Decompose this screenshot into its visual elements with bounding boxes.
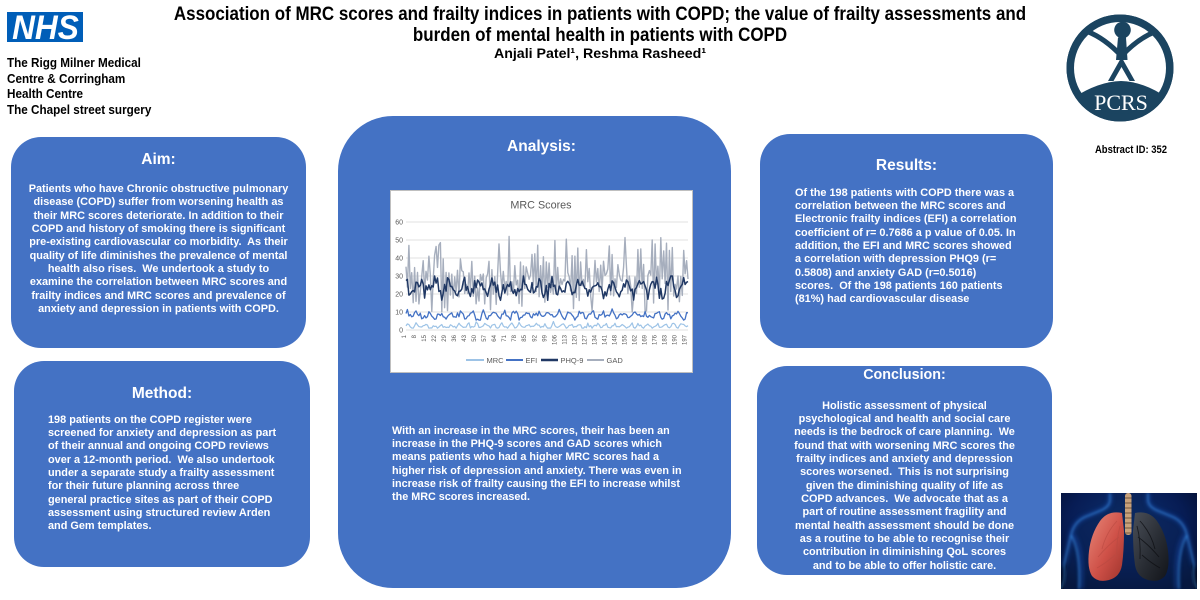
svg-text:78: 78 <box>512 334 518 341</box>
svg-text:8: 8 <box>412 334 418 338</box>
svg-text:43: 43 <box>462 334 468 341</box>
svg-text:113: 113 <box>562 334 568 344</box>
svg-text:57: 57 <box>482 334 488 341</box>
svg-text:MRC Scores: MRC Scores <box>510 200 572 212</box>
svg-text:99: 99 <box>542 334 548 341</box>
svg-text:106: 106 <box>552 334 558 345</box>
svg-text:176: 176 <box>653 334 659 345</box>
svg-text:127: 127 <box>582 334 588 345</box>
svg-text:20: 20 <box>395 292 403 299</box>
svg-text:PCRS: PCRS <box>1094 90 1148 115</box>
svg-text:155: 155 <box>622 334 628 345</box>
svg-text:50: 50 <box>395 238 403 245</box>
svg-text:50: 50 <box>472 334 478 341</box>
svg-text:148: 148 <box>612 334 618 345</box>
svg-text:36: 36 <box>452 334 458 341</box>
svg-text:162: 162 <box>633 334 639 345</box>
svg-text:40: 40 <box>395 256 403 263</box>
svg-text:NHS: NHS <box>12 12 79 42</box>
svg-text:197: 197 <box>683 334 689 345</box>
svg-text:141: 141 <box>602 334 608 345</box>
svg-text:134: 134 <box>592 334 598 345</box>
svg-text:22: 22 <box>432 334 438 341</box>
svg-text:85: 85 <box>522 334 528 341</box>
svg-text:60: 60 <box>395 220 403 227</box>
svg-text:GAD: GAD <box>607 356 624 365</box>
svg-text:EFI: EFI <box>526 356 538 365</box>
svg-text:64: 64 <box>492 334 498 341</box>
svg-text:10: 10 <box>395 310 403 317</box>
svg-text:29: 29 <box>442 334 448 341</box>
svg-text:71: 71 <box>502 334 508 341</box>
svg-text:0: 0 <box>399 328 403 335</box>
svg-text:PHQ-9: PHQ-9 <box>561 356 584 365</box>
svg-text:92: 92 <box>532 334 538 341</box>
svg-text:30: 30 <box>395 274 403 281</box>
svg-text:169: 169 <box>643 334 649 345</box>
svg-text:MRC: MRC <box>487 356 505 365</box>
svg-text:120: 120 <box>572 334 578 345</box>
svg-text:183: 183 <box>663 334 669 345</box>
svg-text:15: 15 <box>422 334 428 341</box>
svg-text:1: 1 <box>402 334 408 338</box>
svg-text:190: 190 <box>673 334 679 345</box>
